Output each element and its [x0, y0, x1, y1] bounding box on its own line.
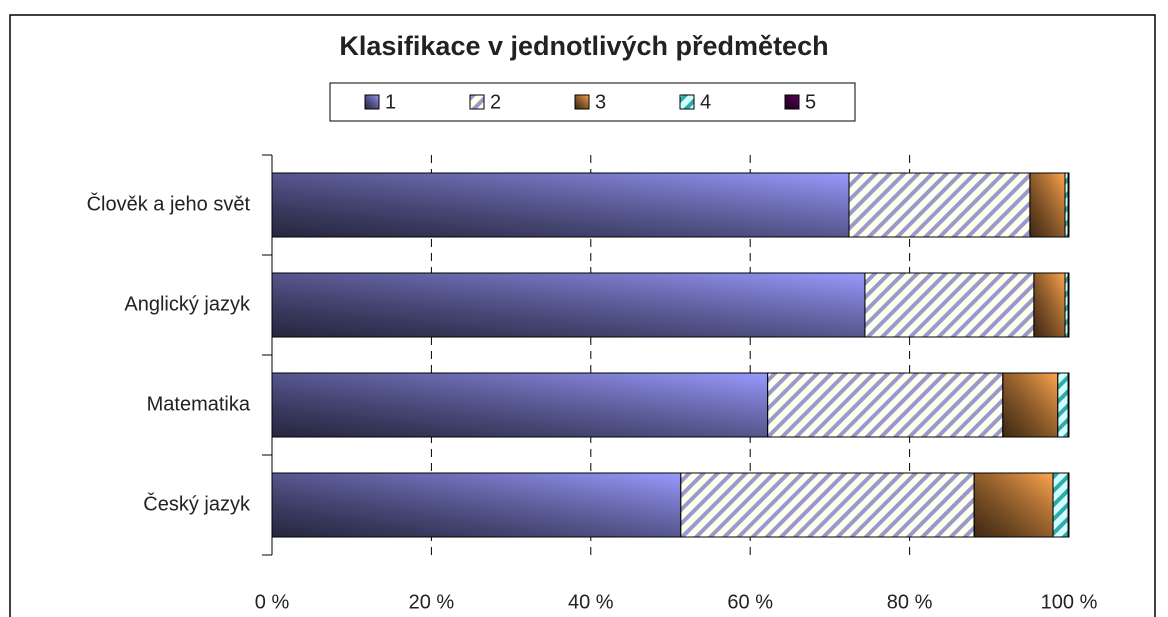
legend-swatch-fill: [784, 94, 800, 110]
bar-segment: [848, 172, 1031, 238]
x-tick-label: 60 %: [727, 591, 773, 613]
legend-label: 4: [700, 91, 711, 113]
bar-segment: [271, 372, 769, 438]
bar-segment: [1052, 472, 1069, 538]
chart-frame: [9, 14, 1156, 617]
y-tick-label: Matematika: [147, 393, 251, 415]
chart-title: Klasifikace v jednotlivých předmětech: [339, 31, 828, 61]
bar-segment: [680, 472, 975, 538]
legend-label: 5: [805, 91, 816, 113]
y-tick-label: Český jazyk: [143, 492, 251, 515]
bar-segment: [1057, 372, 1069, 438]
bar-segment: [1067, 272, 1070, 338]
x-tick-label: 0 %: [255, 591, 290, 613]
bar-segment: [1067, 372, 1070, 438]
x-tick-label: 80 %: [887, 591, 933, 613]
legend-label: 1: [385, 91, 396, 113]
bar-segment: [1029, 172, 1066, 238]
bar-segment: [1002, 372, 1059, 438]
bar-segment: [271, 272, 866, 338]
bar-segment: [767, 372, 1004, 438]
bar-segment: [973, 472, 1054, 538]
x-tick-label: 20 %: [409, 591, 455, 613]
y-tick-label: Anglický jazyk: [124, 293, 251, 315]
bar-segment: [1067, 472, 1070, 538]
legend-swatch-fill: [364, 94, 380, 110]
bar-segment: [1067, 172, 1070, 238]
legend-swatch-fill: [679, 94, 695, 110]
legend-swatch-fill: [574, 94, 590, 110]
bar-segment: [271, 472, 682, 538]
legend-label: 2: [490, 91, 501, 113]
legend-label: 3: [595, 91, 606, 113]
legend-box: [329, 82, 856, 122]
x-tick-label: 40 %: [568, 591, 614, 613]
bar-segment: [1033, 272, 1066, 338]
y-tick-label: Člověk a jeho svět: [87, 192, 251, 215]
bar-segment: [271, 172, 850, 238]
x-tick-label: 100 %: [1041, 591, 1098, 613]
legend-swatch-fill: [469, 94, 485, 110]
bar-segment: [864, 272, 1035, 338]
